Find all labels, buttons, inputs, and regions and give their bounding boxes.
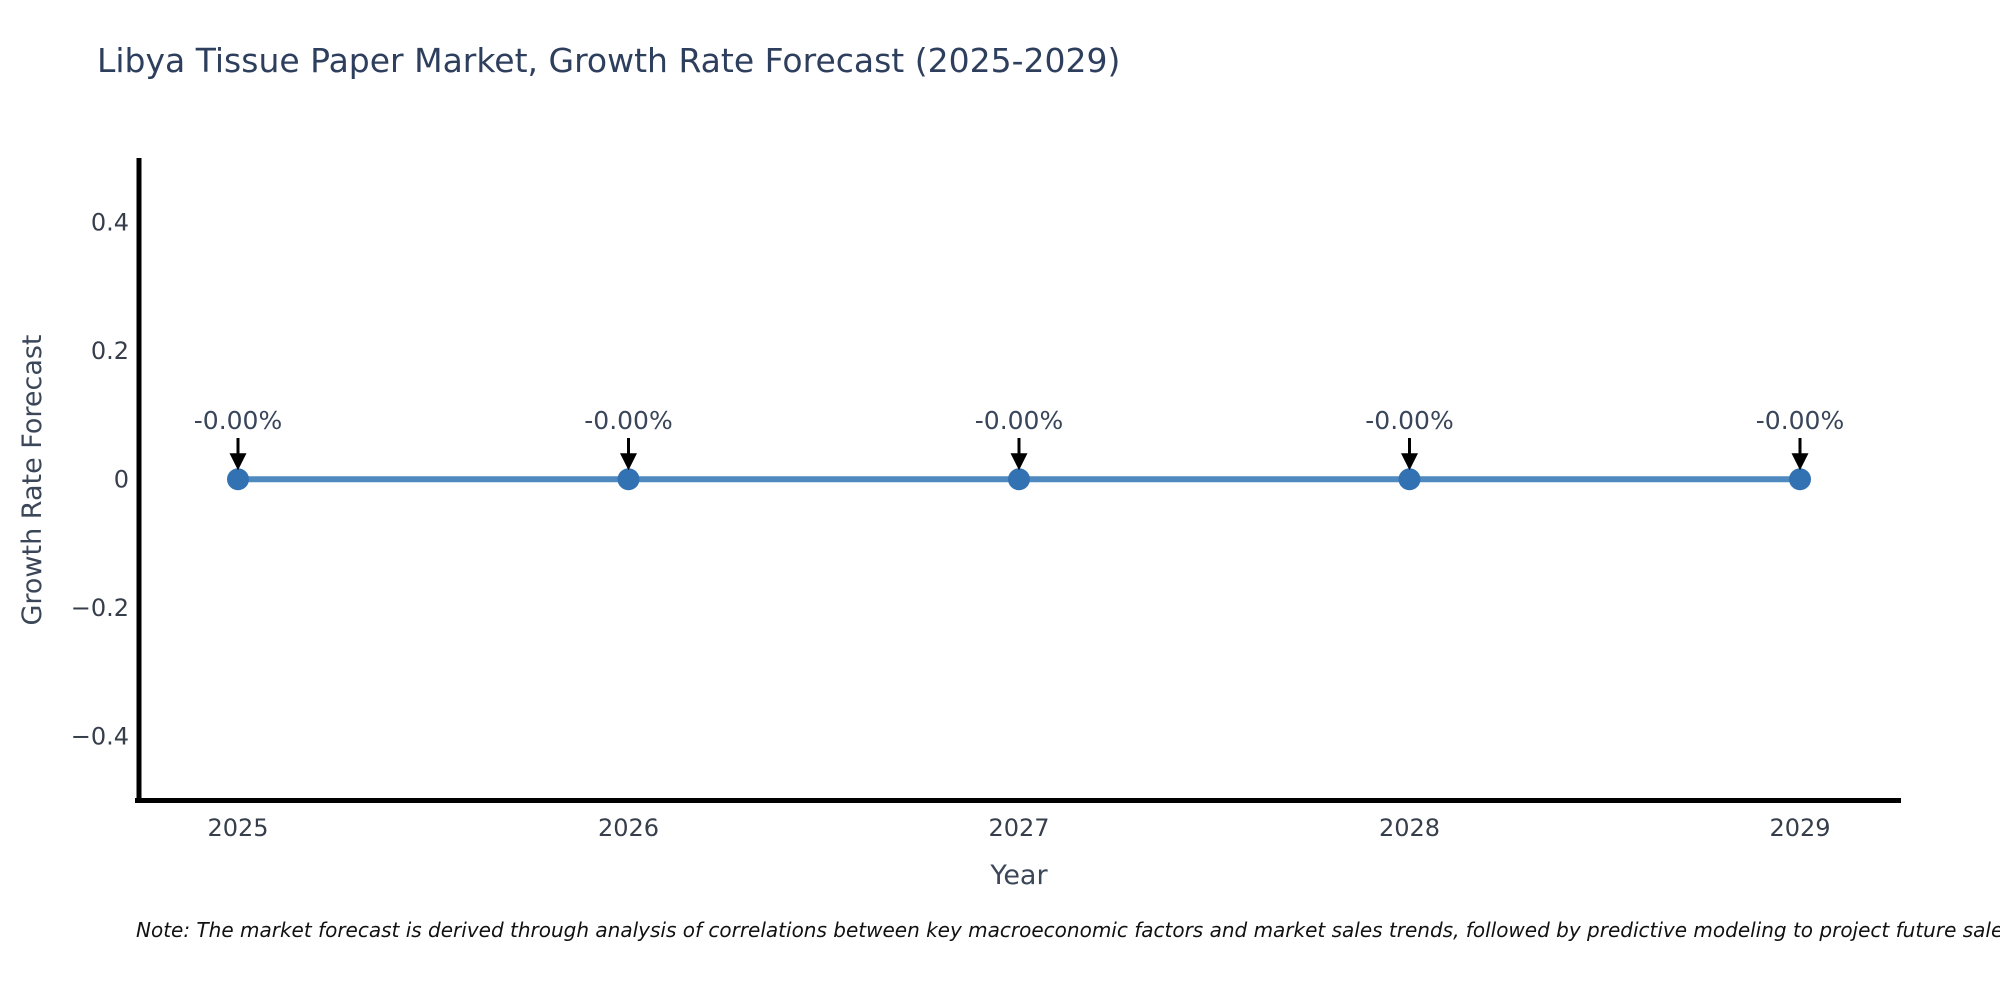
annotation-label: -0.00% (194, 406, 282, 435)
data-point-marker (617, 468, 640, 491)
annotation-label: -0.00% (1756, 406, 1844, 435)
data-point-marker (227, 468, 249, 491)
y-tick-label: 0.2 (91, 337, 129, 365)
annotation-arrow-head (1010, 453, 1028, 471)
annotation-label: -0.00% (584, 406, 672, 435)
x-tick-label: 2027 (988, 814, 1049, 842)
data-point-marker (1789, 468, 1811, 491)
y-tick-label: 0.4 (91, 208, 129, 236)
annotation-arrow-head (1401, 453, 1418, 471)
x-tick-label: 2029 (1769, 814, 1830, 842)
chart-title: Libya Tissue Paper Market, Growth Rate F… (97, 41, 1121, 80)
annotation-arrow-head (620, 453, 637, 471)
annotation-label: -0.00% (975, 406, 1063, 435)
x-tick-label: 2026 (598, 814, 659, 842)
annotation-arrow-head (1791, 453, 1809, 471)
x-axis-title: Year (990, 860, 1048, 891)
footnote: Note: The market forecast is derived thr… (136, 918, 2000, 942)
y-tick-label: 0 (114, 465, 129, 493)
x-tick-label: 2025 (207, 814, 268, 842)
x-tick-label: 2028 (1379, 814, 1440, 842)
annotation-label: -0.00% (1365, 406, 1453, 435)
data-point-marker (1008, 468, 1030, 491)
y-tick-label: −0.4 (71, 722, 129, 750)
data-point-marker (1398, 468, 1421, 491)
annotation-arrow-head (229, 453, 247, 471)
y-tick-label: −0.2 (71, 594, 129, 622)
